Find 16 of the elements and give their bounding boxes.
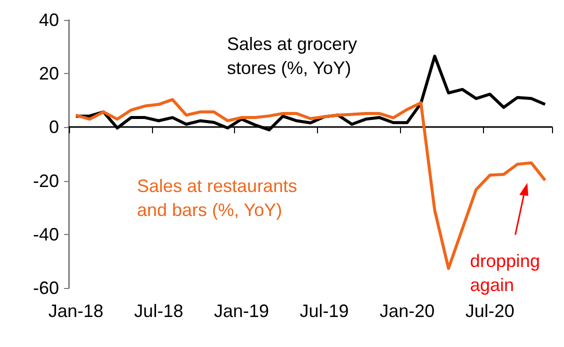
y-tick-label: 40 — [38, 10, 59, 30]
text: Sales at restaurants and bars (%, YoY) — [137, 176, 302, 220]
x-tick-label: Jul-18 — [134, 301, 184, 321]
annotation: dropping again — [470, 251, 540, 295]
y-tick-label: -20 — [32, 170, 59, 191]
x-tick-label: Jul-19 — [300, 301, 349, 321]
line-series — [74, 98, 547, 270]
x-tick-label: Jan-18 — [48, 301, 104, 321]
y-tick-label: -60 — [32, 278, 59, 298]
x-tick-label: Jul-20 — [465, 301, 514, 321]
y-tick-label: 0 — [48, 117, 59, 138]
y-tick-label: 20 — [38, 64, 59, 84]
text: Sales at grocery stores (%, YoY) — [227, 34, 358, 78]
x-tick-label: Jan-19 — [214, 301, 270, 321]
y-tick-label: -40 — [32, 224, 59, 244]
x-tick-label: Jan-20 — [380, 301, 435, 321]
